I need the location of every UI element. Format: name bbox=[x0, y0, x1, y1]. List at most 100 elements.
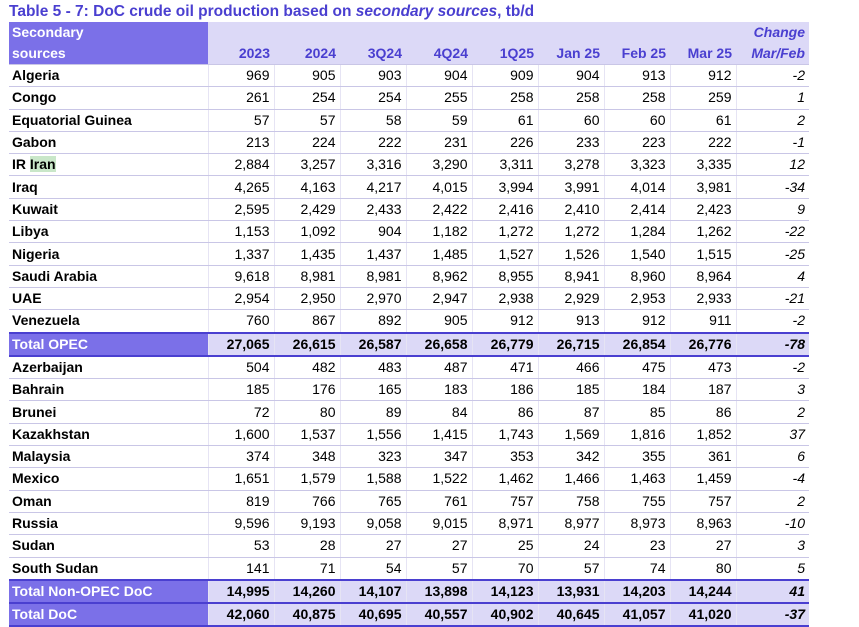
highlighted-text: Iran bbox=[29, 156, 56, 173]
value-cell: 57 bbox=[208, 109, 275, 132]
value-cell: 224 bbox=[274, 131, 341, 155]
row-name: Sudan bbox=[9, 534, 209, 558]
value-cell: 1,816 bbox=[604, 423, 671, 447]
column-header: 2023 bbox=[208, 43, 274, 65]
value-cell: 87 bbox=[538, 400, 605, 424]
value-cell: 904 bbox=[538, 64, 605, 88]
value-cell: 8,981 bbox=[274, 265, 341, 288]
change-cell: -22 bbox=[736, 220, 809, 244]
total-opec-row: Total OPEC 27,065 26,615 26,587 26,658 26,779… bbox=[9, 331, 809, 357]
value-cell: 185 bbox=[538, 378, 605, 402]
value-cell: 85 bbox=[604, 400, 671, 424]
value-cell: 3,257 bbox=[274, 153, 341, 177]
value-cell: 255 bbox=[406, 86, 473, 110]
value-cell: 2,929 bbox=[538, 287, 605, 311]
value-cell: 3,981 bbox=[670, 175, 737, 199]
value-cell: 222 bbox=[670, 131, 737, 155]
value-cell: 8,971 bbox=[472, 512, 539, 536]
column-header: 2024 bbox=[274, 43, 340, 65]
value-cell: 466 bbox=[538, 355, 605, 380]
value-cell: 1,463 bbox=[604, 467, 671, 491]
row-name: Kazakhstan bbox=[9, 423, 209, 447]
value-cell: 1,569 bbox=[538, 423, 605, 447]
value-cell: 13,898 bbox=[406, 578, 473, 605]
value-cell: 27,065 bbox=[208, 331, 275, 357]
row-name: UAE bbox=[9, 287, 209, 311]
column-header: Mar 25 bbox=[670, 43, 736, 65]
row-name: Equatorial Guinea bbox=[9, 109, 209, 132]
row-name: Congo bbox=[9, 86, 209, 110]
value-cell: 911 bbox=[670, 309, 737, 334]
column-header: Mar/Feb bbox=[736, 43, 809, 65]
production-table: Secondary Change sources 2023 2024 3Q24 4Q2… bbox=[9, 22, 809, 627]
row-name: Iraq bbox=[9, 175, 209, 199]
value-cell: 1,415 bbox=[406, 423, 473, 447]
value-cell: 2,954 bbox=[208, 287, 275, 311]
value-cell: 187 bbox=[670, 378, 737, 402]
row-name: Libya bbox=[9, 220, 209, 244]
row-name: Brunei bbox=[9, 400, 209, 424]
column-header: 1Q25 bbox=[472, 43, 538, 65]
value-cell: 61 bbox=[472, 109, 539, 132]
value-cell: 2,953 bbox=[604, 287, 671, 311]
value-cell: 13,931 bbox=[538, 578, 605, 605]
header-change-line1: Change bbox=[736, 22, 809, 43]
value-cell: 904 bbox=[406, 64, 473, 88]
value-cell: 323 bbox=[340, 445, 407, 469]
change-cell: 3 bbox=[736, 378, 809, 402]
value-cell: 8,960 bbox=[604, 265, 671, 288]
value-cell: 483 bbox=[340, 355, 407, 380]
value-cell: 183 bbox=[406, 378, 473, 402]
table-row: Saudi Arabia 9,618 8,981 8,981 8,962 8,955 8,9… bbox=[9, 265, 809, 288]
value-cell: 8,941 bbox=[538, 265, 605, 288]
value-cell: 905 bbox=[274, 64, 341, 88]
value-cell: 40,557 bbox=[406, 602, 473, 627]
value-cell: 3,311 bbox=[472, 153, 539, 177]
value-cell: 9,596 bbox=[208, 512, 275, 536]
value-cell: 9,015 bbox=[406, 512, 473, 536]
change-cell: -2 bbox=[736, 64, 809, 88]
value-cell: 1,092 bbox=[274, 220, 341, 244]
value-cell: 1,462 bbox=[472, 467, 539, 491]
value-cell: 342 bbox=[538, 445, 605, 469]
value-cell: 14,260 bbox=[274, 578, 341, 605]
value-cell: 59 bbox=[406, 109, 473, 132]
value-cell: 347 bbox=[406, 445, 473, 469]
value-cell: 2,938 bbox=[472, 287, 539, 311]
table-title: Table 5 - 7: DoC crude oil production ba… bbox=[9, 2, 534, 22]
title-italic-text: secondary sources bbox=[355, 3, 498, 20]
table-row: Oman 819 766 765 761 757 758 755 757 2 bbox=[9, 490, 809, 513]
change-cell: 1 bbox=[736, 86, 809, 110]
value-cell: 819 bbox=[208, 490, 275, 513]
table-row: Algeria 969 905 903 904 909 904 913 912 -2 bbox=[9, 64, 809, 88]
value-cell: 2,414 bbox=[604, 198, 671, 222]
value-cell: 2,884 bbox=[208, 153, 275, 177]
value-cell: 2,970 bbox=[340, 287, 407, 311]
value-cell: 26,715 bbox=[538, 331, 605, 357]
value-cell: 14,107 bbox=[340, 578, 407, 605]
value-cell: 223 bbox=[604, 131, 671, 155]
total-non-opec-row: Total Non-OPEC DoC 14,995 14,260 14,107 13,8… bbox=[9, 578, 809, 605]
table-row: Gabon 213 224 222 231 226 233 223 222 -1 bbox=[9, 131, 809, 155]
value-cell: 473 bbox=[670, 355, 737, 380]
value-cell: 40,645 bbox=[538, 602, 605, 627]
value-cell: 4,265 bbox=[208, 175, 275, 199]
value-cell: 60 bbox=[538, 109, 605, 132]
value-cell: 3,991 bbox=[538, 175, 605, 199]
value-cell: 165 bbox=[340, 378, 407, 402]
change-cell: 4 bbox=[736, 265, 809, 288]
table-row: IR Iran 2,884 3,257 3,316 3,290 3,311 3,278 3,3… bbox=[9, 153, 809, 177]
value-cell: 8,977 bbox=[538, 512, 605, 536]
value-cell: 58 bbox=[340, 109, 407, 132]
row-name: Saudi Arabia bbox=[9, 265, 209, 288]
value-cell: 26,776 bbox=[670, 331, 737, 357]
row-name: Total DoC bbox=[9, 602, 209, 627]
table-row: Kuwait 2,595 2,429 2,433 2,422 2,416 2,410 2,41… bbox=[9, 198, 809, 222]
value-cell: 761 bbox=[406, 490, 473, 513]
value-cell: 259 bbox=[670, 86, 737, 110]
value-cell: 40,875 bbox=[274, 602, 341, 627]
value-cell: 1,262 bbox=[670, 220, 737, 244]
value-cell: 14,203 bbox=[604, 578, 671, 605]
table-row: Nigeria 1,337 1,435 1,437 1,485 1,527 1,526 1,5… bbox=[9, 242, 809, 266]
row-name: Oman bbox=[9, 490, 209, 513]
